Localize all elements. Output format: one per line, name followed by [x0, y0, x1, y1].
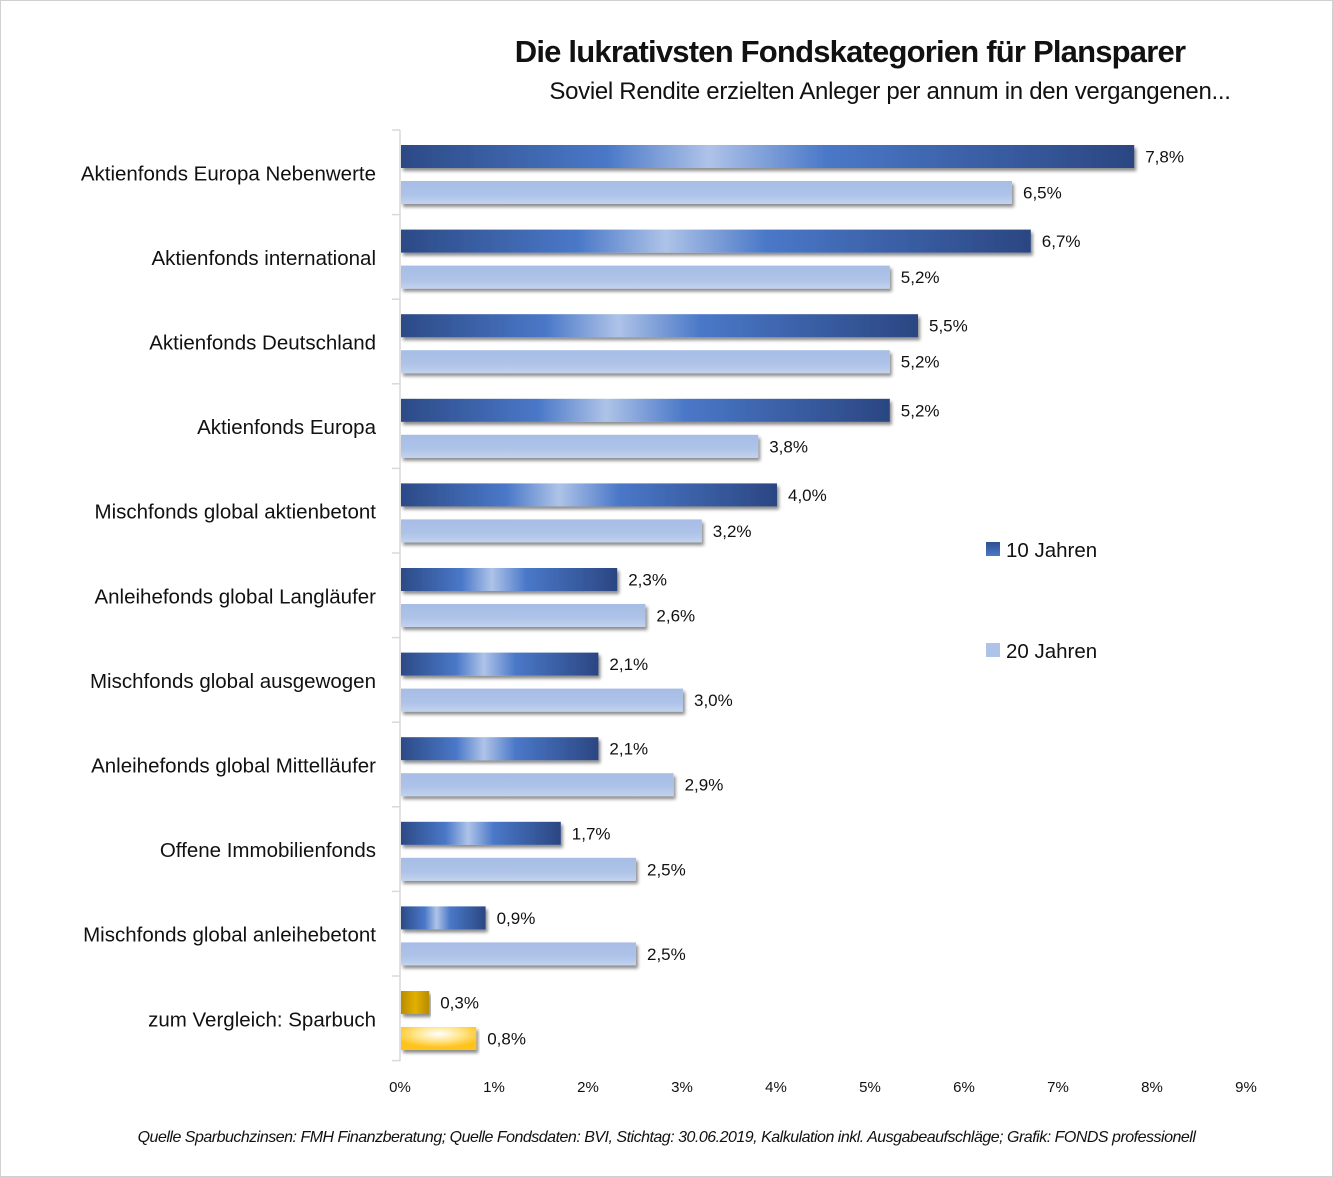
bar-10-jahren — [401, 652, 599, 676]
x-tick-label: 3% — [671, 1079, 693, 1096]
value-label-20-jahren: 2,5% — [647, 945, 686, 964]
category-label: zum Vergleich: Sparbuch — [148, 1008, 376, 1031]
bar-10-jahren — [401, 568, 618, 591]
bar-10-jahren — [401, 229, 1031, 253]
category-label: Mischfonds global aktienbetont — [95, 501, 377, 524]
bar-10-jahren — [401, 737, 599, 761]
x-tick-label: 6% — [953, 1079, 975, 1096]
value-label-20-jahren: 5,2% — [901, 353, 940, 372]
category-label: Anleihefonds global Langläufer — [94, 585, 376, 608]
value-label-20-jahren: 6,5% — [1023, 184, 1062, 203]
category-label: Offene Immobilienfonds — [160, 839, 376, 862]
value-label-10-jahren: 6,7% — [1042, 232, 1081, 251]
bar-20-jahren — [401, 773, 674, 797]
value-label-10-jahren: 0,9% — [497, 909, 536, 928]
x-tick-label: 1% — [483, 1079, 505, 1096]
value-label-10-jahren: 4,0% — [788, 486, 827, 505]
x-tick-label: 8% — [1141, 1079, 1163, 1096]
value-label-10-jahren: 5,5% — [929, 317, 968, 336]
bar-20-jahren — [401, 181, 1012, 204]
category-label: Mischfonds global anleihebetont — [83, 924, 376, 947]
bar-10-jahren — [401, 314, 918, 338]
value-label-10-jahren: 0,3% — [440, 994, 479, 1013]
legend-label-20-jahren: 20 Jahren — [1006, 640, 1097, 663]
bar-20-jahren — [401, 434, 759, 458]
legend-swatch-10-jahren — [986, 542, 1000, 556]
bar-20-jahren — [401, 265, 890, 289]
category-label: Mischfonds global ausgewogen — [90, 670, 376, 693]
category-label: Aktienfonds Deutschland — [149, 332, 376, 355]
x-tick-label: 0% — [389, 1079, 411, 1096]
bar-20-jahren — [401, 857, 636, 881]
bar-20-jahren — [401, 688, 683, 712]
bar-20-jahren — [401, 1027, 477, 1050]
value-label-10-jahren: 5,2% — [901, 401, 940, 420]
chart-subtitle: Soviel Rendite erzielten Anleger per ann… — [549, 78, 1231, 105]
legend-swatch-20-jahren — [986, 643, 1000, 657]
bar-10-jahren — [401, 991, 430, 1014]
value-label-20-jahren: 3,8% — [769, 437, 808, 456]
value-label-10-jahren: 1,7% — [572, 824, 611, 843]
value-label-10-jahren: 7,8% — [1145, 148, 1184, 167]
value-label-20-jahren: 3,2% — [713, 522, 752, 541]
value-label-20-jahren: 2,9% — [685, 776, 724, 795]
source-footnote: Quelle Sparbuchzinsen: FMH Finanzberatun… — [137, 1129, 1196, 1146]
value-label-20-jahren: 3,0% — [694, 691, 733, 710]
bar-10-jahren — [401, 906, 486, 930]
value-label-20-jahren: 0,8% — [487, 1030, 526, 1049]
category-label: Aktienfonds international — [151, 247, 376, 270]
bar-20-jahren — [401, 350, 890, 374]
bar-10-jahren — [401, 398, 890, 422]
bar-20-jahren — [401, 604, 646, 627]
value-label-10-jahren: 2,1% — [609, 740, 648, 759]
category-label: Anleihefonds global Mittelläufer — [91, 755, 376, 778]
legend-label-10-jahren: 10 Jahren — [1006, 539, 1097, 562]
x-tick-label: 7% — [1047, 1079, 1069, 1096]
bar-20-jahren — [401, 519, 702, 543]
value-label-10-jahren: 2,3% — [628, 571, 667, 590]
chart-title: Die lukrativsten Fondskategorien für Pla… — [514, 34, 1186, 69]
bar-20-jahren — [401, 942, 636, 966]
value-label-20-jahren: 5,2% — [901, 268, 940, 287]
value-label-10-jahren: 2,1% — [609, 655, 648, 674]
bar-10-jahren — [401, 821, 561, 845]
x-tick-label: 5% — [859, 1079, 881, 1096]
x-tick-label: 4% — [765, 1079, 787, 1096]
x-tick-label: 9% — [1235, 1079, 1257, 1096]
bar-10-jahren — [401, 483, 777, 507]
category-label: Aktienfonds Europa — [197, 416, 377, 439]
category-label: Aktienfonds Europa Nebenwerte — [81, 162, 376, 185]
x-tick-label: 2% — [577, 1079, 599, 1096]
value-label-20-jahren: 2,5% — [647, 860, 686, 879]
bar-10-jahren — [401, 145, 1135, 168]
value-label-20-jahren: 2,6% — [656, 607, 695, 626]
